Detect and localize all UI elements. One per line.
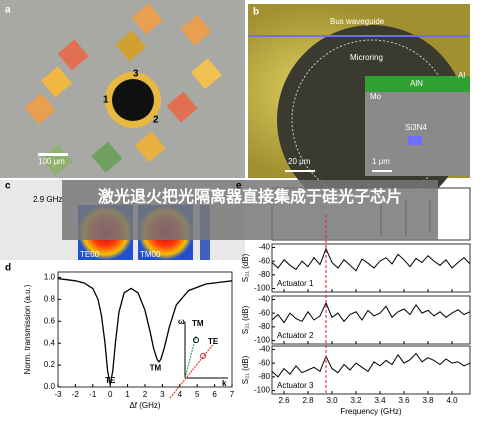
panel-a — [0, 0, 245, 178]
y-tick-label: -40 — [258, 295, 270, 304]
x-tick-label: 4.0 — [446, 396, 458, 405]
ring-label: Microring — [350, 53, 383, 62]
y-tick-label: -60 — [258, 308, 270, 317]
port: 3 — [133, 69, 139, 80]
y-tick-label: 0.4 — [44, 338, 56, 347]
annotation: TM — [150, 363, 162, 372]
y-tick-label: 0.0 — [44, 382, 56, 391]
inset-label: ω — [178, 317, 185, 326]
subplot-frame — [271, 345, 471, 395]
port: 1 — [103, 95, 109, 106]
bus-label: Bus waveguide — [330, 17, 385, 26]
y-tick-label: 0.2 — [44, 360, 56, 369]
x-tick-label: 0 — [108, 390, 113, 399]
y-axis-label: S₂₁ (dB) — [241, 253, 250, 282]
mode-label: TM00 — [140, 250, 161, 259]
subplot-frame — [271, 243, 471, 293]
y-tick-label: -40 — [258, 243, 270, 252]
legend-label: Actuator 1 — [277, 279, 314, 288]
x-axis-label: Frequency (GHz) — [340, 407, 402, 416]
layer: AlN — [410, 79, 423, 88]
x-tick-label: 2.6 — [278, 396, 290, 405]
banner — [62, 180, 438, 240]
x-tick-label: 3 — [160, 390, 165, 399]
y-axis-label: Norm. transmission (a.u.) — [23, 284, 32, 374]
y-tick-label: -100 — [254, 284, 271, 293]
y-tick-label: 1.0 — [44, 273, 56, 282]
plot-frame — [57, 271, 233, 388]
panel-label: a — [5, 5, 11, 16]
scale-bar: 20 μm — [288, 157, 311, 166]
y-tick-label: -80 — [258, 372, 270, 381]
y-tick-label: 0.6 — [44, 316, 56, 325]
scale-bar: 1 μm — [372, 157, 390, 166]
x-tick-label: 3.8 — [422, 396, 434, 405]
annotation: TE — [105, 376, 116, 385]
panel-label: d — [5, 263, 11, 274]
x-tick-label: 3.2 — [350, 396, 362, 405]
x-tick-label: 3.0 — [326, 396, 338, 405]
panel-b — [248, 4, 470, 215]
layer: Si3N4 — [405, 123, 427, 132]
crossing — [193, 337, 199, 343]
layer: Mo — [370, 92, 382, 101]
legend-label: Actuator 2 — [277, 331, 314, 340]
legend-label: Actuator 3 — [277, 381, 314, 390]
headline: 激光退火把光隔离器直接集成于硅光子芯片 — [97, 187, 402, 206]
panel-label: e — [236, 181, 242, 192]
x-tick-label: -2 — [72, 390, 80, 399]
x-tick-label: 4 — [178, 390, 183, 399]
y-tick-label: -60 — [258, 256, 270, 265]
trace — [271, 301, 471, 324]
y-tick-label: -40 — [258, 345, 270, 354]
y-axis-label: S₂₁ (dB) — [241, 305, 250, 334]
crossing — [200, 353, 206, 359]
inset-label: TE — [208, 337, 219, 346]
pads — [24, 3, 222, 176]
x-tick-label: 3.4 — [374, 396, 386, 405]
x-tick-label: -3 — [54, 390, 62, 399]
y-tick-label: -100 — [254, 336, 271, 345]
plots: 0.0 0.2 0.4 0.6 0.8 1.0 -3 -2 -1 0 1 2 3 4 5 6 7 Δf (GHz)… — [23, 215, 471, 416]
freq-label: 2.9 GHz — [33, 195, 62, 204]
scale-bar: 100 μm — [38, 157, 65, 166]
x-tick-label: 1 — [125, 390, 130, 399]
inset-label: k — [222, 379, 227, 388]
y-tick-label: -80 — [258, 322, 270, 331]
x-tick-label: 5 — [195, 390, 200, 399]
x-tick-label: 2 — [143, 390, 148, 399]
x-tick-label: 6 — [212, 390, 217, 399]
inset-label: TM — [192, 319, 204, 328]
x-axis-label: Δf (GHz) — [129, 401, 160, 410]
y-axis-label: S₂₁ (dB) — [241, 355, 250, 384]
y-tick-label: -100 — [254, 386, 271, 395]
port: 2 — [153, 115, 159, 126]
transmission-line — [57, 277, 233, 385]
dispersion — [184, 335, 197, 379]
y-tick-label: -80 — [258, 270, 270, 279]
x-tick-label: 2.8 — [302, 396, 314, 405]
trace — [271, 352, 471, 378]
panel-label: c — [5, 181, 11, 192]
x-tick-label: 7 — [230, 390, 235, 399]
banner-box: 激光退火把光隔离器直接集成于硅光子芯片 — [97, 187, 402, 206]
panel-label: b — [253, 7, 259, 18]
trace — [271, 247, 471, 272]
x-tick-label: -1 — [89, 390, 97, 399]
x-tick-label: 3.6 — [398, 396, 410, 405]
mode-label: TE00 — [80, 250, 100, 259]
layer: Al — [458, 71, 465, 80]
y-tick-label: 0.8 — [44, 294, 56, 303]
y-tick-label: -60 — [258, 358, 270, 367]
